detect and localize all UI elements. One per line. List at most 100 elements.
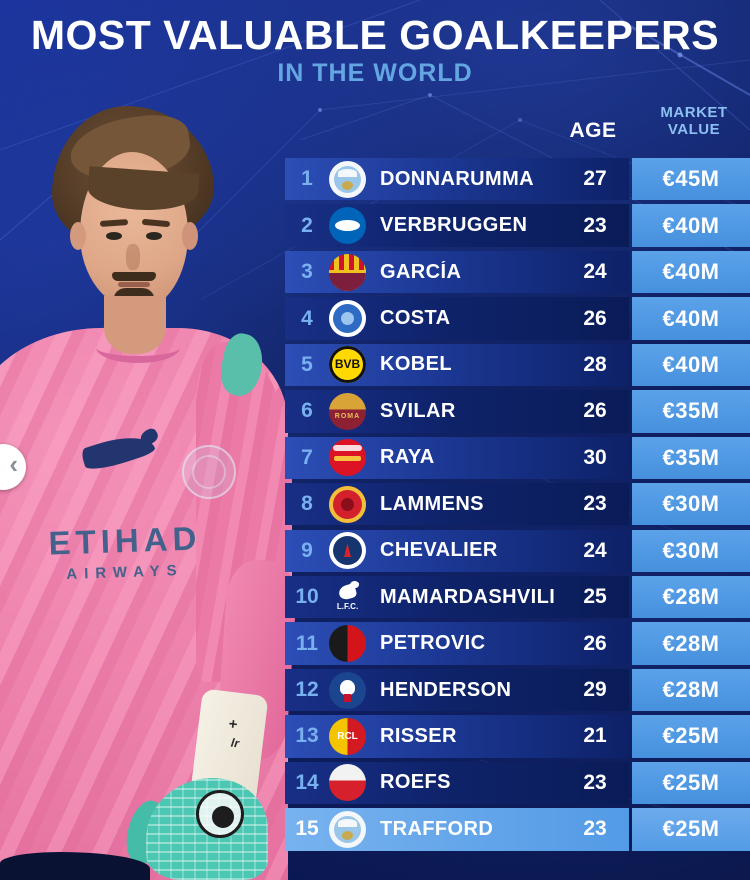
crest-manchester-united — [329, 485, 366, 523]
table-row: 8 LAMMENS 23 €30M — [285, 483, 750, 526]
player-age: 29 — [583, 678, 607, 701]
market-value-cell: €28M — [632, 622, 750, 665]
market-value: €28M — [662, 584, 720, 610]
market-value-cell: €35M — [632, 436, 750, 480]
chevron-left-icon: ‹ — [9, 449, 18, 479]
crest-barcelona — [329, 253, 366, 291]
crest-brighton — [329, 207, 366, 245]
crest-crystal-palace — [329, 671, 366, 709]
man-city-chest-crest-inner — [192, 455, 226, 489]
row-main: 15 TRAFFORD 23 — [285, 808, 629, 851]
jersey-sponsor-etihad: ETIHAD — [47, 519, 203, 562]
rank-label: 12 — [295, 678, 319, 701]
player-name: HENDERSON — [380, 678, 512, 701]
player-age: 30 — [583, 445, 607, 469]
market-value: €45M — [662, 166, 720, 192]
rank-label: 15 — [295, 817, 319, 841]
crest-sunderland — [329, 764, 366, 802]
market-value-cell: €45M — [632, 158, 750, 201]
row-main: 5 BVB KOBEL 28 — [285, 343, 629, 387]
market-value-cell: €28M — [632, 575, 750, 619]
market-value-cell: €35M — [632, 390, 750, 433]
rank-label: 10 — [295, 585, 319, 609]
market-value: €35M — [662, 444, 720, 470]
player-age: 26 — [583, 306, 607, 330]
row-main: 8 LAMMENS 23 — [285, 483, 629, 526]
player-eye-left — [106, 232, 122, 240]
crest-liverpool: L.F.C. — [329, 579, 366, 616]
glove-brand-logo-icon — [196, 790, 244, 838]
player-neck — [104, 296, 166, 354]
player-age: 28 — [583, 352, 607, 376]
rank-label: 3 — [301, 260, 313, 284]
market-value-cell: €28M — [632, 668, 750, 712]
player-name: CHEVALIER — [380, 539, 498, 562]
player-ear-right — [182, 222, 198, 250]
crest-label: RCL — [337, 730, 358, 742]
glove-cuff-symbol: + — [227, 715, 239, 734]
glove-brand-logo-inner — [212, 806, 234, 828]
row-main: 12 HENDERSON 29 — [285, 668, 629, 712]
table-row: 2 VERBRUGGEN 23 €40M — [285, 204, 750, 247]
jersey-hem-shadow — [0, 852, 150, 880]
column-header-age: AGE — [569, 119, 617, 142]
rank-label: 11 — [295, 631, 319, 655]
table-row: 6 ROMA SVILAR 26 €35M — [285, 390, 750, 433]
goalkeepers-table: 1 DONNARUMMA 27 €45M 2 VERBRUGGEN 23 €40M 3 GARCÍ… — [285, 158, 750, 855]
crest-paris-saint-germain — [329, 532, 366, 570]
market-value: €30M — [662, 491, 720, 517]
player-name: TRAFFORD — [380, 817, 494, 840]
crest-porto — [329, 300, 366, 337]
market-value: €25M — [662, 723, 720, 749]
market-value-cell: €30M — [632, 529, 750, 572]
player-name: PETROVIC — [380, 632, 486, 655]
player-name: ROEFS — [380, 771, 451, 794]
player-name: GARCÍA — [380, 260, 462, 283]
table-row: 3 GARCÍA 24 €40M — [285, 250, 750, 294]
player-ear-left — [70, 222, 86, 250]
table-row: 14 ROEFS 23 €25M — [285, 761, 750, 805]
market-value: €40M — [662, 305, 720, 331]
page-title: MOST VALUABLE GOALKEEPERS — [30, 12, 720, 58]
row-main: 3 GARCÍA 24 — [285, 250, 629, 294]
table-row: 15 TRAFFORD 23 €25M — [285, 808, 750, 851]
crest-manchester-city — [329, 160, 366, 198]
table-row: 7 RAYA 30 €35M — [285, 436, 750, 480]
player-name: COSTA — [380, 307, 451, 329]
crest-roma: ROMA — [329, 392, 366, 430]
rank-label: 2 — [301, 213, 313, 237]
row-main: 13 RCL RISSER 21 — [285, 715, 629, 758]
row-main: 2 VERBRUGGEN 23 — [285, 204, 629, 247]
crest-arsenal — [329, 439, 366, 477]
player-name: KOBEL — [380, 353, 452, 376]
market-value-cell: €25M — [632, 761, 750, 805]
market-value-cell: €40M — [632, 250, 750, 294]
page-subtitle: IN THE WORLD — [277, 59, 473, 87]
row-main: 10 L.F.C. MAMARDASHVILI 25 — [285, 575, 629, 619]
player-mouth — [118, 282, 150, 287]
row-main: 9 CHEVALIER 24 — [285, 529, 629, 572]
market-value: €25M — [662, 816, 720, 842]
table-row: 10 L.F.C. MAMARDASHVILI 25 €28M — [285, 575, 750, 619]
column-header-market-value: MARKET VALUE — [660, 104, 728, 138]
player-age: 26 — [583, 631, 607, 655]
market-value: €28M — [662, 677, 720, 702]
market-value: €28M — [662, 630, 720, 656]
crest-label: ROMA — [334, 412, 361, 420]
player-age: 23 — [583, 213, 607, 237]
player-name: RAYA — [380, 446, 435, 469]
player-age: 23 — [583, 770, 607, 794]
rank-label: 13 — [295, 724, 319, 748]
rank-label: 6 — [301, 399, 313, 423]
market-value-cell: €40M — [632, 204, 750, 247]
market-value-cell: €25M — [632, 715, 750, 758]
crest-bournemouth — [329, 625, 366, 663]
table-row: 11 PETROVIC 26 €28M — [285, 622, 750, 665]
table-row: 13 RCL RISSER 21 €25M — [285, 715, 750, 758]
table-row: 9 CHEVALIER 24 €30M — [285, 529, 750, 572]
player-age: 27 — [583, 167, 607, 191]
market-value: €40M — [662, 259, 720, 285]
jersey-neckline — [96, 332, 180, 363]
